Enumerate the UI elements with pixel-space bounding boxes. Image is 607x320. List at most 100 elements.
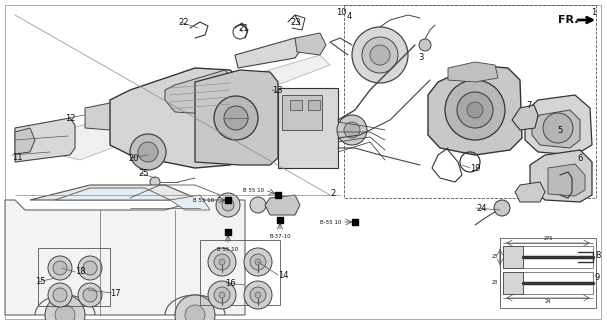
- Polygon shape: [295, 33, 326, 55]
- Text: 275: 275: [543, 236, 553, 241]
- Text: 25: 25: [138, 169, 149, 178]
- Polygon shape: [532, 110, 580, 148]
- Polygon shape: [165, 70, 235, 115]
- Circle shape: [494, 200, 510, 216]
- Circle shape: [244, 248, 272, 276]
- Circle shape: [244, 281, 272, 309]
- Circle shape: [150, 177, 160, 187]
- Circle shape: [255, 292, 261, 298]
- Text: B-37-10: B-37-10: [269, 234, 291, 239]
- Circle shape: [457, 92, 493, 128]
- Circle shape: [175, 295, 215, 320]
- Polygon shape: [5, 200, 245, 315]
- Polygon shape: [15, 128, 35, 154]
- Bar: [38, 248, 110, 306]
- Text: B-55 10: B-55 10: [320, 220, 341, 225]
- Bar: [282, 95, 322, 130]
- Polygon shape: [15, 55, 330, 160]
- Polygon shape: [525, 95, 592, 155]
- Polygon shape: [515, 182, 545, 202]
- Polygon shape: [85, 103, 115, 130]
- Text: 12: 12: [65, 114, 75, 123]
- Circle shape: [352, 27, 408, 83]
- Bar: [290, 100, 302, 110]
- Circle shape: [419, 39, 431, 51]
- Bar: [500, 238, 596, 308]
- Text: 11: 11: [12, 153, 22, 162]
- Text: 13: 13: [272, 85, 283, 94]
- Text: 10: 10: [336, 8, 347, 17]
- Circle shape: [185, 305, 205, 320]
- Bar: [308, 100, 320, 110]
- Circle shape: [467, 102, 483, 118]
- Text: 20: 20: [128, 154, 138, 163]
- Circle shape: [214, 96, 258, 140]
- Polygon shape: [235, 38, 302, 68]
- Circle shape: [214, 287, 230, 303]
- Circle shape: [138, 142, 158, 162]
- Text: 16: 16: [225, 278, 236, 287]
- Text: B 55 10: B 55 10: [217, 247, 239, 252]
- Polygon shape: [265, 195, 300, 215]
- Circle shape: [53, 261, 67, 275]
- Text: 23: 23: [290, 18, 300, 27]
- Circle shape: [255, 259, 261, 265]
- Circle shape: [208, 248, 236, 276]
- Bar: [503, 246, 523, 268]
- Polygon shape: [195, 70, 278, 165]
- Text: 22: 22: [178, 18, 189, 27]
- Circle shape: [78, 283, 102, 307]
- Circle shape: [216, 193, 240, 217]
- Text: B 55 10: B 55 10: [243, 188, 264, 193]
- Bar: [278, 88, 338, 168]
- Polygon shape: [428, 65, 522, 155]
- Text: 7: 7: [526, 100, 531, 109]
- Text: 17: 17: [110, 289, 121, 298]
- Circle shape: [48, 283, 72, 307]
- Bar: [503, 272, 593, 294]
- Text: 15: 15: [35, 277, 46, 286]
- Bar: [344, 5, 596, 198]
- Text: 4: 4: [347, 12, 352, 21]
- Text: 19: 19: [470, 164, 481, 172]
- Text: 23: 23: [492, 254, 498, 260]
- Circle shape: [219, 292, 225, 298]
- Text: 3: 3: [418, 52, 423, 61]
- Text: FR.: FR.: [558, 15, 578, 25]
- Circle shape: [83, 288, 97, 302]
- Text: 23: 23: [492, 281, 498, 285]
- Circle shape: [208, 281, 236, 309]
- Circle shape: [250, 287, 266, 303]
- Polygon shape: [512, 105, 538, 130]
- Circle shape: [214, 254, 230, 270]
- Circle shape: [362, 37, 398, 73]
- Circle shape: [45, 295, 85, 320]
- Polygon shape: [170, 195, 210, 210]
- Bar: [503, 272, 523, 294]
- Circle shape: [48, 256, 72, 280]
- Circle shape: [250, 197, 266, 213]
- Circle shape: [543, 113, 573, 143]
- Polygon shape: [110, 68, 240, 168]
- Polygon shape: [530, 150, 592, 202]
- Circle shape: [55, 305, 75, 320]
- Text: 18: 18: [75, 268, 86, 276]
- Text: 2: 2: [330, 188, 335, 197]
- Circle shape: [78, 256, 102, 280]
- Polygon shape: [448, 62, 498, 82]
- Circle shape: [130, 134, 166, 170]
- Bar: [200, 240, 280, 305]
- Text: 1: 1: [591, 8, 596, 17]
- Circle shape: [445, 80, 505, 140]
- Text: 24: 24: [545, 299, 551, 304]
- Text: B 55 10: B 55 10: [193, 197, 214, 203]
- Text: 6: 6: [577, 154, 582, 163]
- Text: 14: 14: [278, 270, 288, 279]
- Polygon shape: [30, 185, 200, 200]
- Circle shape: [53, 288, 67, 302]
- Circle shape: [250, 254, 266, 270]
- Text: 24: 24: [476, 204, 486, 212]
- Circle shape: [337, 115, 367, 145]
- Text: 21: 21: [238, 23, 248, 33]
- Text: 9: 9: [595, 274, 600, 283]
